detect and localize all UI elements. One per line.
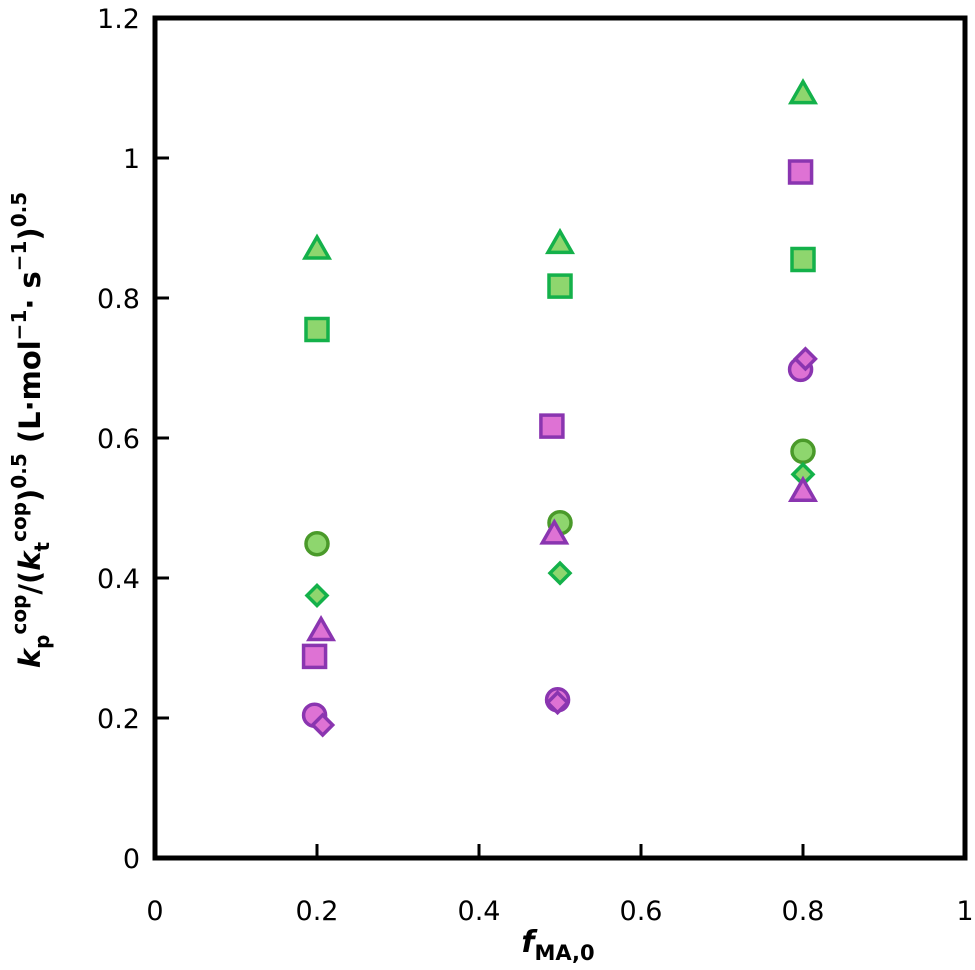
data-point-series-4-diamond xyxy=(304,583,330,608)
data-point-series-5-square xyxy=(539,413,565,439)
y-tick-label: 0.4 xyxy=(97,564,140,595)
data-point-series-8-diamond xyxy=(792,346,818,372)
data-point-series-2-square xyxy=(304,316,330,343)
data-point-series-6-triangle xyxy=(306,614,337,642)
data-point-series-8-diamond xyxy=(545,690,571,716)
y-tick-label: 0.8 xyxy=(97,284,140,315)
data-point-series-2-square xyxy=(790,246,816,273)
x-tick-label: 0 xyxy=(146,896,163,927)
y-tick-label: 1 xyxy=(123,144,140,175)
data-point-series-1-triangle xyxy=(301,233,333,260)
y-tick-label: 0.2 xyxy=(97,704,140,735)
y-tick-label: 0.6 xyxy=(97,424,140,455)
data-point-series-4-diamond xyxy=(547,560,573,586)
x-tick-label: 0.8 xyxy=(782,896,825,927)
x-tick-label: 0.4 xyxy=(458,896,501,927)
data-point-series-8-diamond xyxy=(310,712,336,738)
data-point-series-5-square xyxy=(787,159,814,185)
data-point-series-3-circle xyxy=(790,438,816,465)
data-point-series-1-triangle xyxy=(787,78,819,105)
x-axis: 0 0.2 0.4 0.6 0.8 1 xyxy=(146,844,974,927)
y-axis: 0 0.2 0.4 0.6 0.8 1 1.2 xyxy=(97,4,169,875)
data-point-series-1-triangle xyxy=(544,227,576,255)
data-point-series-5-square xyxy=(301,643,328,670)
data-markers xyxy=(301,78,819,738)
data-point-series-3-circle xyxy=(304,530,330,557)
x-tick-label: 0.6 xyxy=(620,896,663,927)
x-tick-label: 0.2 xyxy=(296,896,339,927)
x-tick-label: 1 xyxy=(956,896,973,927)
y-axis-title: kpcop/(ktcop)0.5 (L·mol−1· s−1)0.5 xyxy=(7,192,54,668)
y-tick-label: 0 xyxy=(123,844,140,875)
x-axis-title: fMA,0 xyxy=(521,925,594,965)
data-point-series-2-square xyxy=(547,273,573,299)
data-point-series-6-triangle xyxy=(539,518,570,545)
y-tick-label: 1.2 xyxy=(97,4,140,35)
data-point-series-6-triangle xyxy=(787,475,819,502)
